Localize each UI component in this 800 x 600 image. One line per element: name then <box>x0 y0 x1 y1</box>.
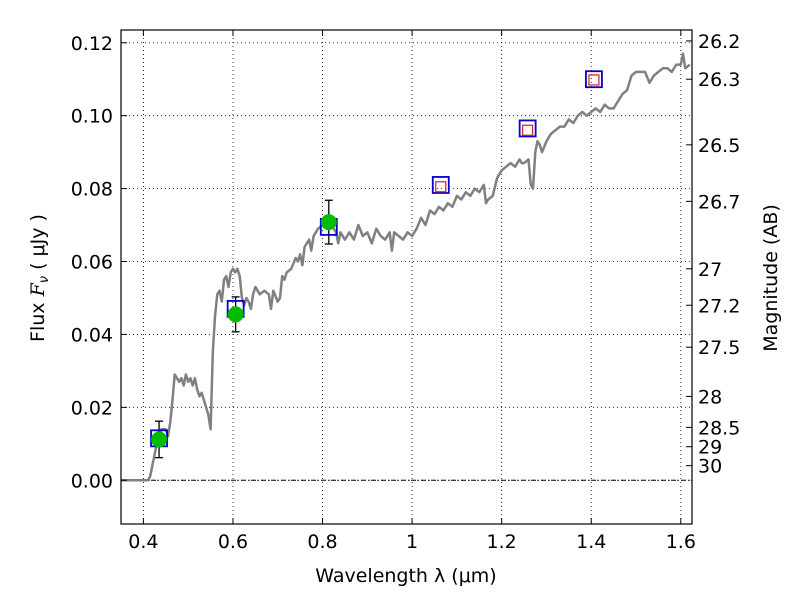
y-axis-title-subscript: ν <box>37 276 52 283</box>
y-tick-label: 0.02 <box>71 397 113 419</box>
model-band-marker <box>518 119 537 138</box>
observed-point <box>320 214 337 231</box>
y-tick-label: 0.06 <box>71 252 113 274</box>
x-tick-label: 0.6 <box>218 531 248 553</box>
magnitude-tick-label: 28.5 <box>698 417 740 439</box>
observed-point <box>227 306 244 323</box>
magnitude-tick-label: 26.7 <box>698 191 740 213</box>
magnitude-tick-label: 28 <box>698 386 722 408</box>
x-tick-label: 1.2 <box>487 531 517 553</box>
x-axis-title: Wavelength λ (μm) <box>315 565 496 587</box>
x-tick-label: 1.4 <box>576 531 606 553</box>
magnitude-tick-label: 27.2 <box>698 295 740 317</box>
x-tick-label: 0.8 <box>307 531 337 553</box>
y-axis-title-unit: ( μJy ) <box>27 214 49 276</box>
observed-point <box>151 431 168 448</box>
magnitude-tick-label: 29 <box>698 437 722 459</box>
x-tick-label: 1 <box>406 531 418 553</box>
magnitude-tick-label: 26.5 <box>698 135 740 157</box>
y-tick-label: 0.04 <box>71 324 113 346</box>
magnitude-tick-label: 27.5 <box>698 337 740 359</box>
x-tick-label: 1.6 <box>666 531 696 553</box>
magnitude-axis-title: Magnitude (AB) <box>760 204 782 352</box>
y-tick-label: 0.00 <box>71 470 113 492</box>
plot-frame <box>120 29 693 525</box>
magnitude-tick-label: 27 <box>698 259 722 281</box>
model-band-marker <box>585 70 603 89</box>
y-axis-title-prefix: Flux <box>27 296 49 342</box>
y-axis-title-symbol: F <box>27 282 49 297</box>
model-band-marker <box>431 176 450 194</box>
y-tick-label: 0.12 <box>71 33 113 55</box>
x-tick-label: 0.4 <box>128 531 158 553</box>
predicted-marker <box>522 124 534 136</box>
y-axis-ticks: 0.00 0.02 0.04 0.06 0.08 0.10 0.12 <box>71 33 127 492</box>
magnitude-tick-label: 26.2 <box>698 31 740 53</box>
model-spectrum-line <box>121 52 691 482</box>
y-tick-label: 0.08 <box>71 179 113 201</box>
magnitude-tick-label: 30 <box>698 456 722 478</box>
data-markers <box>150 70 603 459</box>
predicted-marker <box>435 181 447 193</box>
predicted-marker <box>588 74 600 86</box>
y-axis-title: Flux Fν ( μJy ) <box>27 214 52 342</box>
y-tick-label: 0.10 <box>71 106 113 128</box>
magnitude-tick-label: 26.3 <box>698 69 740 91</box>
x-axis-ticks: 0.4 0.6 0.8 1 1.2 1.4 1.6 <box>128 30 696 553</box>
